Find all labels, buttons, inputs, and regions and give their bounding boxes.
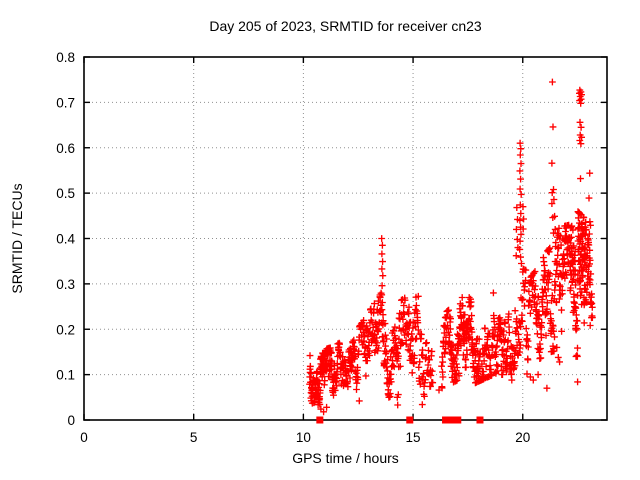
zero-value-bar-marker (458, 416, 462, 424)
x-tick-label: 0 (80, 430, 88, 445)
zero-value-bar-marker (455, 416, 459, 424)
y-tick-label: 0 (67, 413, 75, 428)
data-plus-markers (306, 78, 596, 416)
zero-value-square-marker (450, 416, 458, 424)
scatter-points (306, 78, 596, 424)
x-tick-label: 15 (406, 430, 421, 445)
x-tick-label: 20 (515, 430, 530, 445)
y-tick-labels: 0 0.1 0.2 0.3 0.4 0.5 0.6 0.7 0.8 (56, 50, 75, 428)
plot-border (83, 56, 608, 421)
zero-value-square-marker (476, 416, 484, 424)
y-tick-label: 0.3 (56, 277, 75, 292)
y-tick-label: 0.6 (56, 141, 75, 156)
y-tick-label: 0.2 (56, 322, 75, 337)
y-tick-label: 0.5 (56, 186, 75, 201)
y-tick-label: 0.7 (56, 95, 75, 110)
gridlines (84, 57, 607, 420)
y-tick-label: 0.4 (56, 232, 75, 247)
x-tick-labels: 0 5 10 15 20 (80, 430, 530, 445)
y-axis-label: SRMTID / TECUs (9, 183, 25, 293)
x-tick-label: 10 (296, 430, 311, 445)
y-tick-label: 0.8 (56, 50, 75, 65)
zero-value-bar-marker (456, 416, 460, 424)
zero-value-square-marker (442, 416, 450, 424)
chart-title: Day 205 of 2023, SRMTID for receiver cn2… (209, 18, 482, 34)
y-tick-label: 0.1 (56, 368, 75, 383)
x-tick-label: 5 (190, 430, 198, 445)
zero-value-square-marker (316, 416, 324, 424)
x-axis-label: GPS time / hours (292, 450, 399, 466)
zero-value-square-marker (406, 416, 414, 424)
